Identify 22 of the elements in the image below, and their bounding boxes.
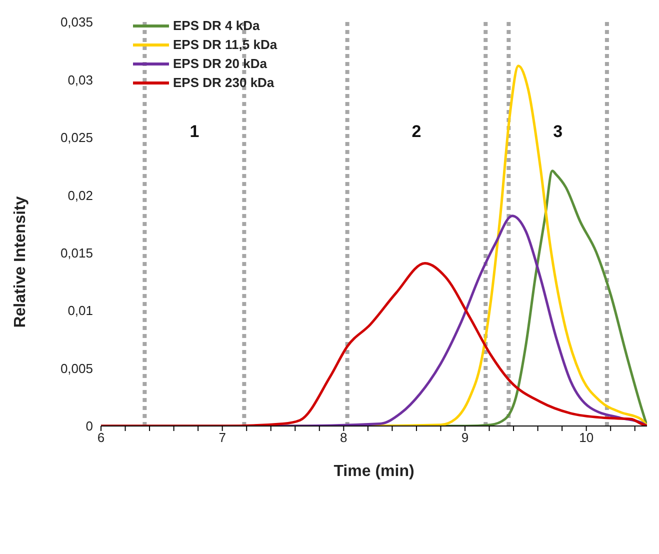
y-tick-label: 0,005 (60, 360, 93, 376)
annotation: 3 (553, 122, 563, 142)
y-tick-label: 0,025 (60, 130, 93, 146)
annotation: 1 (190, 122, 200, 142)
legend-label: EPS DR 4 kDa (172, 17, 261, 35)
legend-label: EPS DR 11,5 kDa (172, 36, 278, 54)
annotation: 2 (412, 122, 422, 142)
y-tick-label: 0,015 (60, 245, 93, 260)
legend-label: EPS DR 230 kDa (172, 74, 276, 92)
y-tick-label: 0,03 (68, 72, 93, 88)
y-tick-label: 0,035 (60, 14, 93, 30)
y-tick-label: 0,02 (68, 188, 93, 203)
x-tick-label: 9 (461, 430, 469, 446)
legend-label: EPS DR 20 kDa (172, 55, 268, 73)
y-tick-label: 0 (86, 418, 93, 434)
y-axis-title: Relative Intensity (12, 196, 30, 328)
x-tick-label: 6 (97, 430, 105, 446)
x-tick-label: 10 (579, 430, 594, 446)
x-axis-title: Time (min) (334, 463, 414, 480)
x-tick-label: 8 (340, 430, 348, 446)
y-tick-label: 0,01 (68, 303, 93, 318)
x-tick-label: 7 (218, 430, 226, 446)
